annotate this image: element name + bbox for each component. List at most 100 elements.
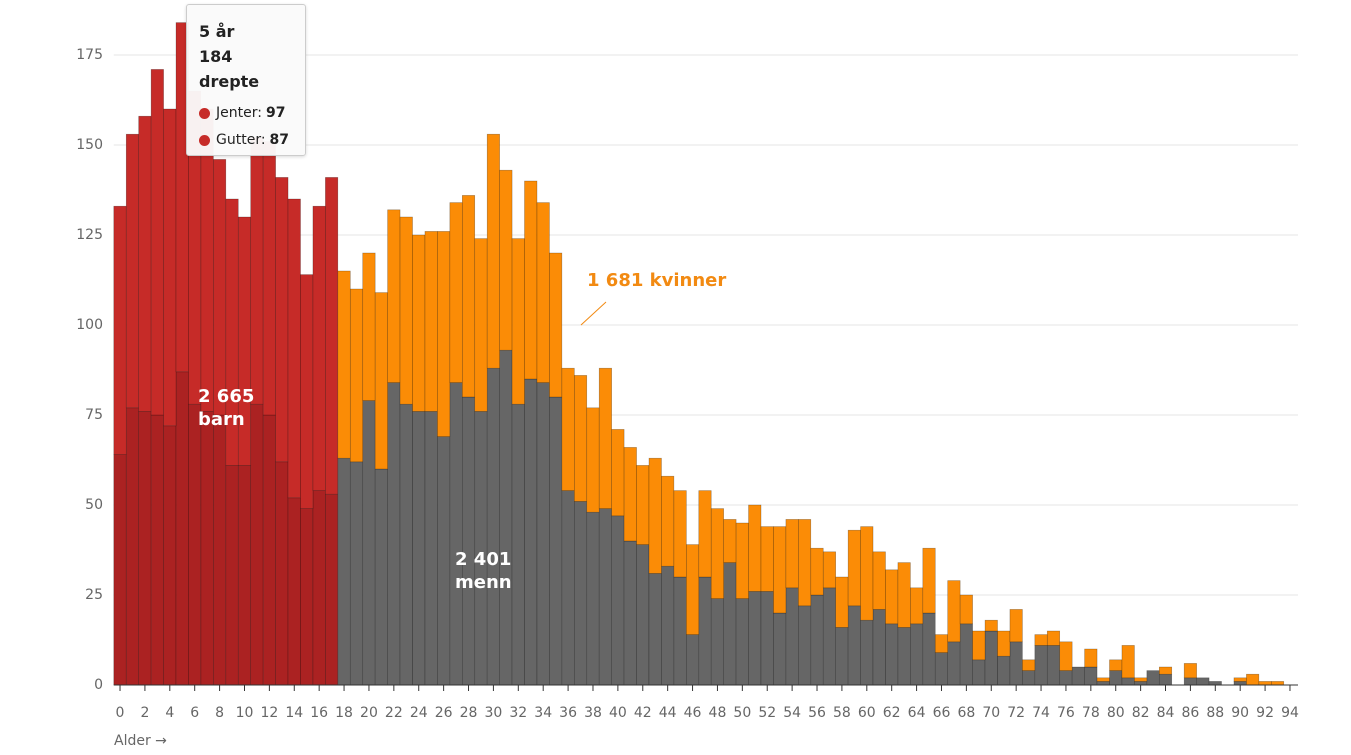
bar-segment [337, 457, 351, 686]
bar-segment [300, 274, 314, 509]
bar-segment [1059, 670, 1073, 686]
bar-segment [860, 526, 874, 621]
bar-segment [138, 411, 152, 686]
x-tick-label: 28 [460, 705, 478, 721]
bar-segment [1246, 673, 1260, 686]
annotation-pointer [580, 301, 607, 326]
bar-segment [598, 508, 612, 686]
bar-segment [748, 591, 762, 686]
bar-segment [1146, 670, 1160, 686]
bar-segment [686, 544, 700, 635]
bar-segment [1271, 681, 1285, 686]
bar-segment [735, 598, 749, 686]
bar-segment [349, 461, 364, 686]
bar-segment [574, 375, 588, 502]
bar-segment [424, 231, 438, 412]
bar-segment [449, 202, 463, 383]
x-tick-label: 94 [1281, 705, 1299, 721]
bar-segment [723, 519, 737, 563]
x-tick-label: 72 [1007, 705, 1025, 721]
tooltip-dot [199, 107, 210, 119]
bar-segment [437, 231, 451, 437]
bar-segment [374, 292, 388, 470]
bar-segment [984, 630, 998, 686]
x-tick-label: 42 [634, 705, 652, 721]
bar-segment [499, 349, 513, 686]
bar-segment [934, 634, 949, 653]
bar-segment [362, 252, 376, 401]
x-tick-label: 0 [116, 705, 125, 721]
tooltip-value: 97 [265, 105, 286, 121]
x-tick-label: 54 [783, 705, 801, 721]
bar-segment [611, 429, 625, 517]
x-tick-label: 90 [1231, 705, 1249, 721]
bar-segment [673, 576, 687, 686]
bar-segment [611, 515, 625, 686]
bar-segment [623, 540, 637, 686]
bar-segment [175, 371, 189, 686]
bar-segment [648, 573, 662, 686]
bar-segment [511, 403, 525, 686]
bar-segment [125, 133, 139, 409]
bar-segment [885, 623, 899, 686]
x-tick-label: 48 [709, 705, 727, 721]
bar-segment [188, 403, 202, 686]
bar-segment [847, 529, 861, 607]
bar-segment [972, 659, 986, 686]
bar-segment [200, 411, 214, 686]
x-tick-label: 88 [1206, 705, 1224, 721]
x-tick-label: 20 [360, 705, 378, 721]
bar-segment [312, 490, 326, 686]
bar-segment [710, 508, 724, 599]
annotation: 2 401 menn [455, 549, 512, 593]
bar-segment [897, 562, 911, 628]
x-tick-label: 26 [435, 705, 453, 721]
bar-segment [710, 598, 724, 686]
x-tick-label: 2 [140, 705, 149, 721]
x-tick-label: 10 [236, 705, 254, 721]
bar-segment [1071, 666, 1085, 686]
bar-segment [872, 551, 886, 610]
bar-segment [822, 551, 836, 589]
x-tick-label: 12 [260, 705, 278, 721]
bar-segment [1009, 609, 1023, 643]
bar-segment [163, 425, 177, 686]
bar-segment [250, 137, 264, 405]
bar-segment [686, 634, 700, 686]
bar-segment [262, 141, 276, 416]
bar-segment [922, 547, 936, 614]
x-tick-label: 24 [410, 705, 428, 721]
bar-segment [1109, 670, 1123, 686]
bar-segment [325, 493, 339, 686]
bar-segment [1096, 677, 1110, 682]
bar-segment [262, 414, 276, 686]
x-tick-label: 16 [310, 705, 328, 721]
bar-segment [959, 623, 973, 686]
bar-segment [922, 612, 936, 686]
x-tick-label: 58 [833, 705, 851, 721]
bar-segment [760, 591, 774, 686]
bar-segment [1183, 663, 1197, 679]
bar-segment [1208, 681, 1222, 686]
x-tick-label: 38 [584, 705, 602, 721]
bar-segment [773, 612, 787, 686]
bar-segment [1134, 681, 1148, 686]
bar-segment [798, 519, 812, 607]
x-tick-label: 60 [858, 705, 876, 721]
bar-segment [810, 594, 824, 686]
x-tick-label: 14 [285, 705, 303, 721]
bar-segment [810, 547, 824, 596]
x-tick-label: 44 [659, 705, 677, 721]
x-tick-label: 56 [808, 705, 826, 721]
y-tick-label: 175 [76, 47, 103, 63]
annotation-line: 2 401 [455, 549, 511, 570]
bar-segment [760, 526, 774, 592]
bar-segment [561, 367, 575, 491]
bar-segment [661, 565, 675, 686]
bar-segment [225, 465, 239, 686]
bar-segment [1196, 677, 1210, 686]
bar-segment [461, 396, 476, 686]
bar-segment [486, 367, 500, 686]
bar-segment [934, 652, 949, 686]
